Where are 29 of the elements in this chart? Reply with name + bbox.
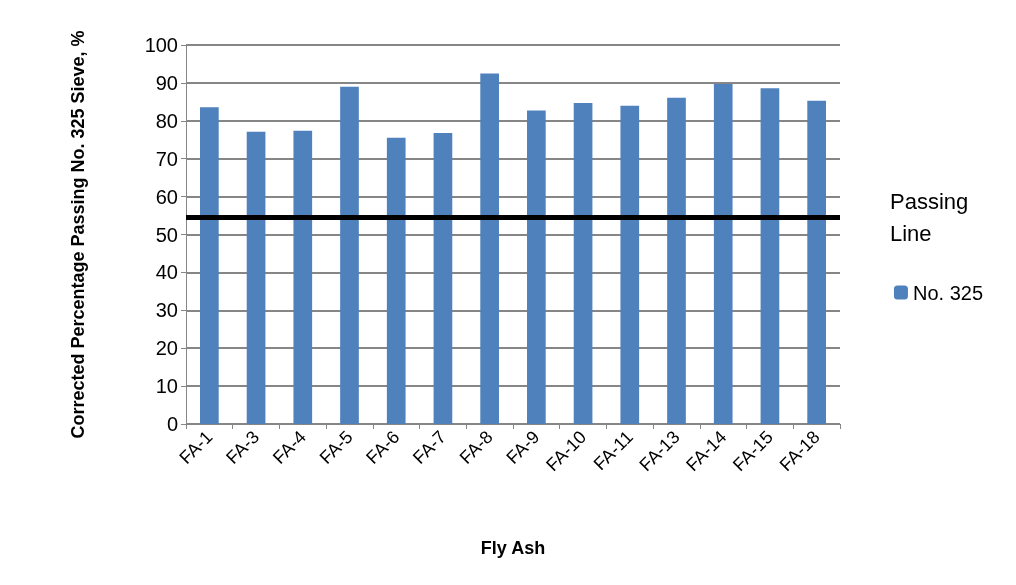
y-tick-label: 20 xyxy=(155,337,178,360)
bar xyxy=(667,97,686,424)
y-tick-label: 70 xyxy=(155,147,178,170)
bar xyxy=(200,107,219,424)
x-axis-title: Fly Ash xyxy=(480,538,546,558)
ref-line-label: Passing Line xyxy=(890,188,975,246)
y-tick-label: 40 xyxy=(155,261,178,284)
y-tick-label: 90 xyxy=(155,71,178,94)
y-tick-label: 80 xyxy=(155,109,178,132)
bar xyxy=(480,73,499,424)
y-tick-label: 60 xyxy=(155,185,178,208)
bar xyxy=(433,132,453,424)
y-tick-label: 10 xyxy=(155,375,178,398)
y-tick-label: 50 xyxy=(155,223,178,246)
y-tick-label: 0 xyxy=(166,413,178,435)
bar xyxy=(340,86,359,424)
legend-label: No. 325 xyxy=(912,281,984,304)
bar xyxy=(386,137,406,424)
y-tick-label: 100 xyxy=(144,34,178,56)
bar xyxy=(573,102,593,424)
bar xyxy=(713,84,733,424)
bar xyxy=(760,88,780,424)
bar xyxy=(620,105,640,424)
y-axis-title: Corrected Percentage Passing No. 325 Sieve, % xyxy=(68,30,88,439)
bar xyxy=(527,110,546,424)
bar xyxy=(246,131,266,424)
y-tick-label: 30 xyxy=(155,299,178,322)
bar xyxy=(293,130,313,424)
bar xyxy=(807,100,826,424)
